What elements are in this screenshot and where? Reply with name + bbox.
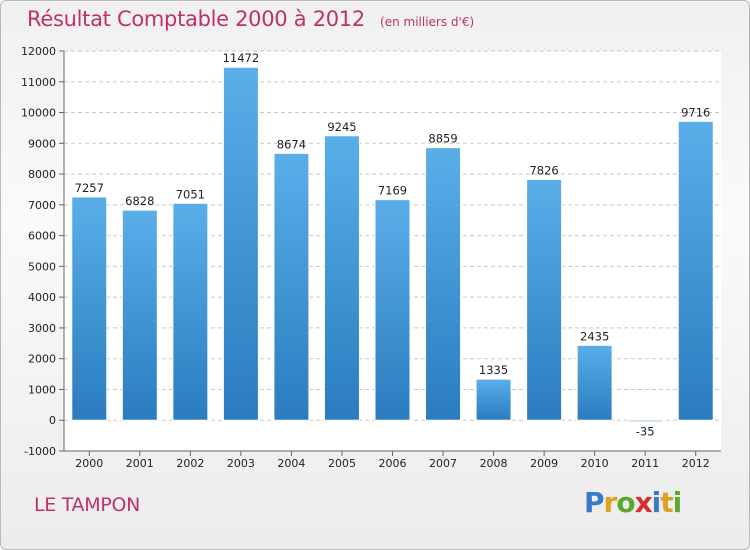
- data-label-2001: 6828: [125, 194, 154, 208]
- x-tick-label: 2009: [530, 457, 558, 470]
- data-label-2008: 1335: [479, 363, 508, 377]
- y-tick-label: 3000: [28, 322, 56, 335]
- x-tick-label: 2008: [480, 457, 508, 470]
- bar-2008: [475, 378, 512, 421]
- x-tick-label: 2002: [176, 457, 204, 470]
- bar-2001: [121, 209, 158, 421]
- x-tick-label: 2007: [429, 457, 457, 470]
- proxiti-logo: Proxiti: [584, 486, 683, 519]
- x-tick-label: 2006: [379, 457, 407, 470]
- bar-2004: [273, 152, 310, 421]
- bar-2011: [627, 419, 664, 423]
- bar-2007: [425, 147, 462, 421]
- y-tick-label: 8000: [28, 168, 56, 181]
- chart-subtitle: (en milliers d'€): [380, 15, 475, 29]
- data-label-2000: 7257: [75, 181, 104, 195]
- x-tick-label: 2012: [682, 457, 710, 470]
- y-tick-label: 12000: [21, 45, 56, 58]
- data-labels: 7257 6828 7051 11472 8674 9245 7169 8859 1335 782…: [75, 51, 711, 438]
- logo-letter: r: [603, 486, 618, 519]
- data-label-2002: 7051: [176, 187, 205, 201]
- data-label-2003: 11472: [223, 51, 260, 65]
- data-label-2006: 7169: [378, 184, 407, 198]
- x-tick-label: 2011: [631, 457, 659, 470]
- x-tick-label: 2001: [126, 457, 154, 470]
- y-tick-label: 11000: [21, 76, 56, 89]
- logo-letter: i: [672, 486, 683, 519]
- data-label-2011: -35: [636, 425, 655, 439]
- bar-2010: [576, 344, 613, 421]
- data-label-2004: 8674: [277, 137, 306, 151]
- x-tick-label: 2005: [328, 457, 356, 470]
- x-tick-label: 2000: [75, 457, 103, 470]
- bar-2009: [526, 178, 563, 421]
- y-tick-label: 6000: [28, 230, 56, 243]
- logo-letter: x: [634, 486, 653, 519]
- bar-2000: [71, 196, 108, 421]
- bar-2012: [677, 120, 714, 421]
- chart-header: Résultat Comptable 2000 à 2012 (en milli…: [27, 7, 474, 31]
- x-tick-label: 2004: [277, 457, 305, 470]
- bar-2006: [374, 199, 411, 421]
- data-label-2007: 8859: [428, 132, 457, 146]
- x-tick-label: 2003: [227, 457, 255, 470]
- bar-2003: [222, 66, 259, 421]
- y-tick-label: 1000: [28, 383, 56, 396]
- logo-letter: o: [616, 486, 635, 519]
- chart-title: Résultat Comptable 2000 à 2012: [27, 7, 365, 31]
- y-tick-label: 5000: [28, 260, 56, 273]
- bar-2005: [323, 135, 360, 421]
- data-label-2010: 2435: [580, 329, 609, 343]
- location-label: LE TAMPON: [34, 494, 141, 516]
- y-tick-label: 0: [49, 414, 56, 427]
- bars: [71, 66, 714, 423]
- axes: -1000 0 1000 2000 3000 4000 5000 6000 7000 8000 90…: [21, 45, 721, 470]
- y-tick-label: 7000: [28, 199, 56, 212]
- logo-letter: t: [660, 486, 673, 519]
- y-tick-label: 4000: [28, 291, 56, 304]
- data-label-2009: 7826: [529, 163, 558, 177]
- x-tick-label: 2010: [581, 457, 609, 470]
- logo-letter: P: [584, 486, 605, 519]
- logo-letter: i: [651, 486, 662, 519]
- data-label-2005: 9245: [327, 120, 356, 134]
- bar-2002: [172, 202, 209, 421]
- y-tick-label: 10000: [21, 107, 56, 120]
- data-label-2012: 9716: [681, 105, 710, 119]
- y-tick-label: -1000: [24, 445, 56, 458]
- y-tick-label: 2000: [28, 353, 56, 366]
- y-tick-label: 9000: [28, 137, 56, 150]
